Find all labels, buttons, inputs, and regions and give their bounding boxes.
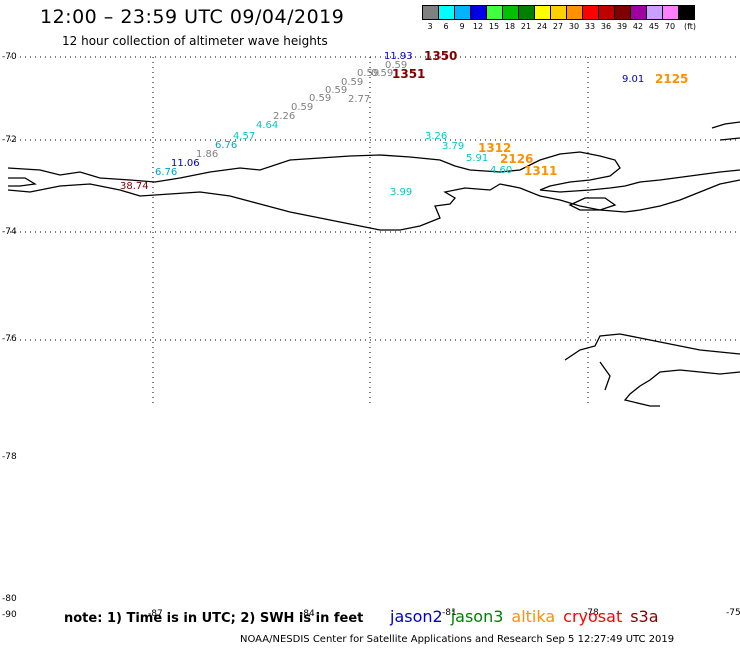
- time-label: 1350: [424, 49, 458, 63]
- legend-label: 9: [459, 22, 465, 31]
- map-subtitle: 12 hour collection of altimeter wave hei…: [62, 34, 328, 48]
- legend-swatch: [678, 5, 695, 20]
- coastline-top-right: [711, 121, 740, 141]
- swh-label: 6.76: [155, 167, 178, 178]
- coastline-island: [568, 197, 617, 211]
- legend-label: 12: [472, 22, 484, 31]
- legend-label: 3: [427, 22, 433, 31]
- swh-label: 0.59: [325, 85, 348, 96]
- lat-label-72: -72: [2, 135, 17, 145]
- swh-label: 0.59: [371, 68, 394, 79]
- swh-label: 0.59: [385, 60, 408, 71]
- swh-label: 3.99: [390, 187, 413, 198]
- legend-label: 21: [520, 22, 532, 31]
- legend-label: 70: [664, 22, 676, 31]
- time-label: 2126: [500, 152, 534, 166]
- swh-label: 0.59: [309, 93, 332, 104]
- lat-label-74: -74: [2, 227, 17, 237]
- legend-label: 18: [504, 22, 516, 31]
- swh-label: 5.91: [466, 153, 489, 164]
- lon-label-75: -75: [726, 608, 740, 618]
- swh-label: 9.01: [622, 74, 645, 85]
- lon-label-81: -81: [442, 608, 457, 618]
- lon-label-84: -84: [300, 609, 315, 619]
- swh-label: 4.64: [256, 120, 279, 131]
- swh-label: 1.86: [196, 149, 219, 160]
- legend-label: 42: [632, 22, 644, 31]
- swh-label: 38.74: [120, 181, 149, 192]
- time-label: 1311: [524, 164, 558, 178]
- lat-label-78: -78: [2, 452, 17, 462]
- graticule: [10, 56, 740, 405]
- lat-label-90: -90: [2, 610, 17, 620]
- swh-label: 0.59: [341, 77, 364, 88]
- lat-label-76: -76: [2, 334, 17, 344]
- legend-label: 27: [552, 22, 564, 31]
- satellite-s3a: s3a: [630, 607, 659, 626]
- swh-label: 11.93: [384, 51, 413, 62]
- swh-label: 6.76: [215, 140, 238, 151]
- time-label: 1312: [478, 141, 512, 155]
- satellite-altika: altika: [511, 607, 556, 626]
- coastline: [7, 121, 740, 407]
- legend-label: 15: [488, 22, 500, 31]
- swh-label: 3.79: [442, 141, 465, 152]
- legend-label: 24: [536, 22, 548, 31]
- legend-label: 45: [648, 22, 660, 31]
- swh-label: 2.77: [348, 94, 371, 105]
- swh-label: 11.06: [171, 158, 200, 169]
- coastline-main: [7, 151, 740, 193]
- swh-label: 2.26: [273, 111, 296, 122]
- satellite-jason3: jason3: [450, 607, 504, 626]
- swh-label: 3.26: [425, 131, 448, 142]
- time-label: 2125: [655, 72, 689, 86]
- swh-label: 0.59: [291, 102, 314, 113]
- coastline-small-island: [8, 177, 37, 187]
- legend-label: 39: [616, 22, 628, 31]
- swh-label: 4.60: [490, 165, 513, 176]
- satellite-jason2: jason2: [390, 607, 443, 626]
- coastline-lower-right: [564, 333, 740, 407]
- swh-label: 0.59: [357, 68, 380, 79]
- legend-label: 6: [443, 22, 449, 31]
- lon-label-87: -87: [148, 609, 163, 619]
- coastline-peninsula: [7, 179, 740, 231]
- color-legend: [422, 5, 695, 20]
- legend-label: 33: [584, 22, 596, 31]
- footer-credit: NOAA/NESDIS Center for Satellite Applica…: [240, 634, 675, 645]
- time-label: 1351: [392, 67, 426, 81]
- satellite-cryosat: cryosat: [563, 607, 623, 626]
- footer-note: note: 1) Time is in UTC; 2) SWH is in fe…: [64, 611, 364, 626]
- lat-label-80: -80: [2, 594, 17, 604]
- map-title: 12:00 – 23:59 UTC 09/04/2019: [40, 6, 345, 28]
- satellite-legend: jason2 jason3 altika cryosat s3a: [390, 607, 667, 626]
- legend-label: 36: [600, 22, 612, 31]
- legend-unit: (ft): [683, 22, 697, 31]
- swh-label: 4.57: [233, 131, 256, 142]
- lon-label-78: -78: [584, 608, 599, 618]
- lat-label-70: -70: [2, 52, 17, 62]
- legend-label: 30: [568, 22, 580, 31]
